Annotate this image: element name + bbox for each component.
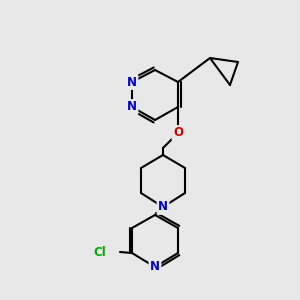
Text: N: N xyxy=(127,100,137,113)
Text: N: N xyxy=(150,260,160,274)
Text: Cl: Cl xyxy=(94,245,106,259)
Text: N: N xyxy=(127,76,137,88)
Text: O: O xyxy=(173,127,183,140)
Text: N: N xyxy=(158,200,168,214)
